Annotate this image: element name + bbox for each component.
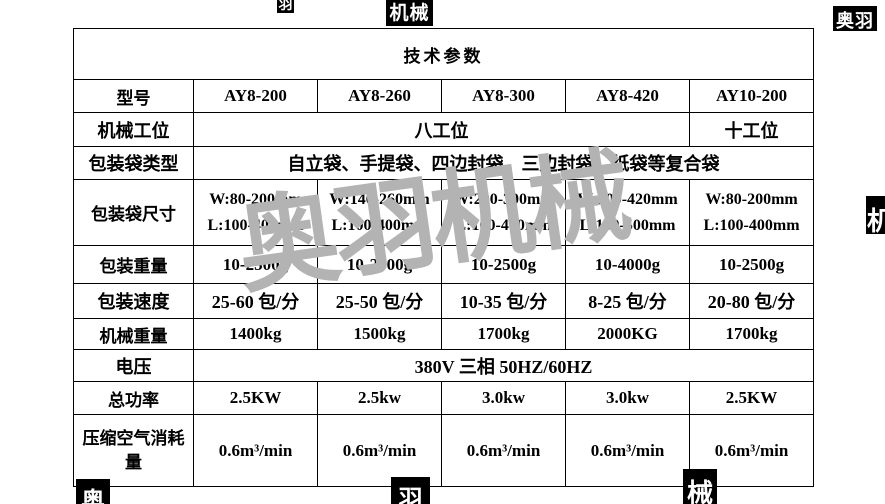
- watermark-tile-glyph: 机: [867, 206, 885, 234]
- cell-pack-speed-4: 8-25 包/分: [565, 283, 690, 319]
- cell-stations-main: 八工位: [193, 112, 690, 147]
- watermark-tile: 机: [866, 196, 885, 234]
- row-label-power: 总功率: [73, 381, 194, 415]
- row-label-machine-weight: 机械重量: [73, 318, 194, 350]
- cell-power-4: 3.0kw: [565, 381, 690, 415]
- table-row: 机械工位 八工位 十工位: [73, 112, 815, 147]
- table-title: 技术参数: [72, 28, 815, 80]
- watermark-tile: 羽: [277, 0, 294, 13]
- cell-machine-weight-4: 2000KG: [565, 318, 690, 350]
- spec-table: 技术参数 型号 AY8-200 AY8-260 AY8-300 AY8-420 …: [72, 28, 815, 487]
- cell-model-1: AY8-200: [193, 79, 318, 113]
- cell-machine-weight-1: 1400kg: [193, 318, 318, 350]
- bag-width: W:80-200mm: [705, 190, 798, 208]
- cell-voltage: 380V 三相 50HZ/60HZ: [192, 349, 815, 382]
- cell-machine-weight-5: 1700kg: [688, 318, 815, 350]
- bag-width: W:300-420mm: [577, 190, 678, 208]
- cell-power-5: 2.5KW: [688, 381, 815, 415]
- table-row: 型号 AY8-200 AY8-260 AY8-300 AY8-420 AY10-…: [73, 79, 815, 113]
- cell-stations-last: 十工位: [688, 112, 815, 147]
- row-label-bag-type: 包装袋类型: [73, 146, 194, 180]
- cell-bagsize-5: W:80-200mm L:100-400mm: [688, 179, 815, 246]
- cell-bagsize-2: W:140-260mm L:100-400mm: [317, 179, 442, 246]
- table-row: 压缩空气消耗量 0.6m³/min 0.6m³/min 0.6m³/min 0.…: [73, 414, 815, 487]
- watermark-tile: 机械: [386, 0, 433, 26]
- cell-model-2: AY8-260: [317, 79, 442, 113]
- row-label-stations: 机械工位: [73, 112, 194, 147]
- cell-pack-weight-3: 10-2500g: [441, 245, 566, 284]
- cell-bag-type: 自立袋、手提袋、四边封袋、三边封袋、纸袋等复合袋: [192, 146, 815, 180]
- cell-power-1: 2.5KW: [193, 381, 318, 415]
- cell-air-4: 0.6m³/min: [565, 414, 690, 487]
- cell-pack-speed-1: 25-60 包/分: [193, 283, 318, 319]
- table-row: 总功率 2.5KW 2.5kw 3.0kw 3.0kw 2.5KW: [73, 381, 815, 415]
- cell-machine-weight-2: 1500kg: [317, 318, 442, 350]
- watermark-tile-glyph: 奥羽: [836, 11, 874, 31]
- bag-length: L:100-400mm: [703, 216, 800, 234]
- cell-machine-weight-3: 1700kg: [441, 318, 566, 350]
- watermark-tile: 奥羽: [833, 6, 877, 31]
- cell-pack-speed-5: 20-80 包/分: [688, 283, 815, 319]
- cell-pack-weight-5: 10-2500g: [688, 245, 815, 284]
- cell-air-3: 0.6m³/min: [441, 414, 566, 487]
- table-row: 电压 380V 三相 50HZ/60HZ: [73, 349, 815, 382]
- row-label-voltage: 电压: [73, 349, 194, 382]
- row-label-air: 压缩空气消耗量: [73, 414, 194, 487]
- bag-width: W:80-200mm: [209, 190, 302, 208]
- cell-bagsize-3: W:200-300mm L:100-400mm: [441, 179, 566, 246]
- watermark-tile-glyph: 羽: [278, 0, 293, 12]
- cell-bagsize-4: W:300-420mm L:100-500mm: [565, 179, 690, 246]
- cell-air-1: 0.6m³/min: [193, 414, 318, 487]
- bag-length: L:100-500mm: [579, 216, 676, 234]
- row-label-bag-size: 包装袋尺寸: [73, 179, 194, 246]
- cell-pack-weight-1: 10-2500g: [193, 245, 318, 284]
- cell-air-5: 0.6m³/min: [688, 414, 815, 487]
- table-row: 包装速度 25-60 包/分 25-50 包/分 10-35 包/分 8-25 …: [73, 283, 815, 319]
- cell-power-2: 2.5kw: [317, 381, 442, 415]
- table-row: 包装袋类型 自立袋、手提袋、四边封袋、三边封袋、纸袋等复合袋: [73, 146, 815, 180]
- cell-pack-weight-2: 10-2500g: [317, 245, 442, 284]
- cell-model-4: AY8-420: [565, 79, 690, 113]
- cell-model-3: AY8-300: [441, 79, 566, 113]
- table-row: 包装重量 10-2500g 10-2500g 10-2500g 10-4000g…: [73, 245, 815, 284]
- table-row: 技术参数: [72, 28, 815, 80]
- row-label-model: 型号: [73, 79, 194, 113]
- cell-pack-speed-2: 25-50 包/分: [317, 283, 442, 319]
- cell-bagsize-1: W:80-200mm L:100-400mm: [193, 179, 318, 246]
- table-row: 机械重量 1400kg 1500kg 1700kg 2000KG 1700kg: [73, 318, 815, 350]
- cell-power-3: 3.0kw: [441, 381, 566, 415]
- cell-pack-speed-3: 10-35 包/分: [441, 283, 566, 319]
- bag-width: W:200-300mm: [453, 190, 554, 208]
- cell-model-5: AY10-200: [688, 79, 815, 113]
- bag-length: L:100-400mm: [207, 216, 304, 234]
- bag-length: L:100-400mm: [331, 216, 428, 234]
- watermark-tile-glyph: 机械: [389, 3, 430, 24]
- bag-width: W:140-260mm: [329, 190, 430, 208]
- bag-length: L:100-400mm: [455, 216, 552, 234]
- table-row: 包装袋尺寸 W:80-200mm L:100-400mm W:140-260mm…: [73, 179, 815, 246]
- cell-air-2: 0.6m³/min: [317, 414, 442, 487]
- row-label-pack-weight: 包装重量: [73, 245, 194, 284]
- row-label-pack-speed: 包装速度: [73, 283, 194, 319]
- cell-pack-weight-4: 10-4000g: [565, 245, 690, 284]
